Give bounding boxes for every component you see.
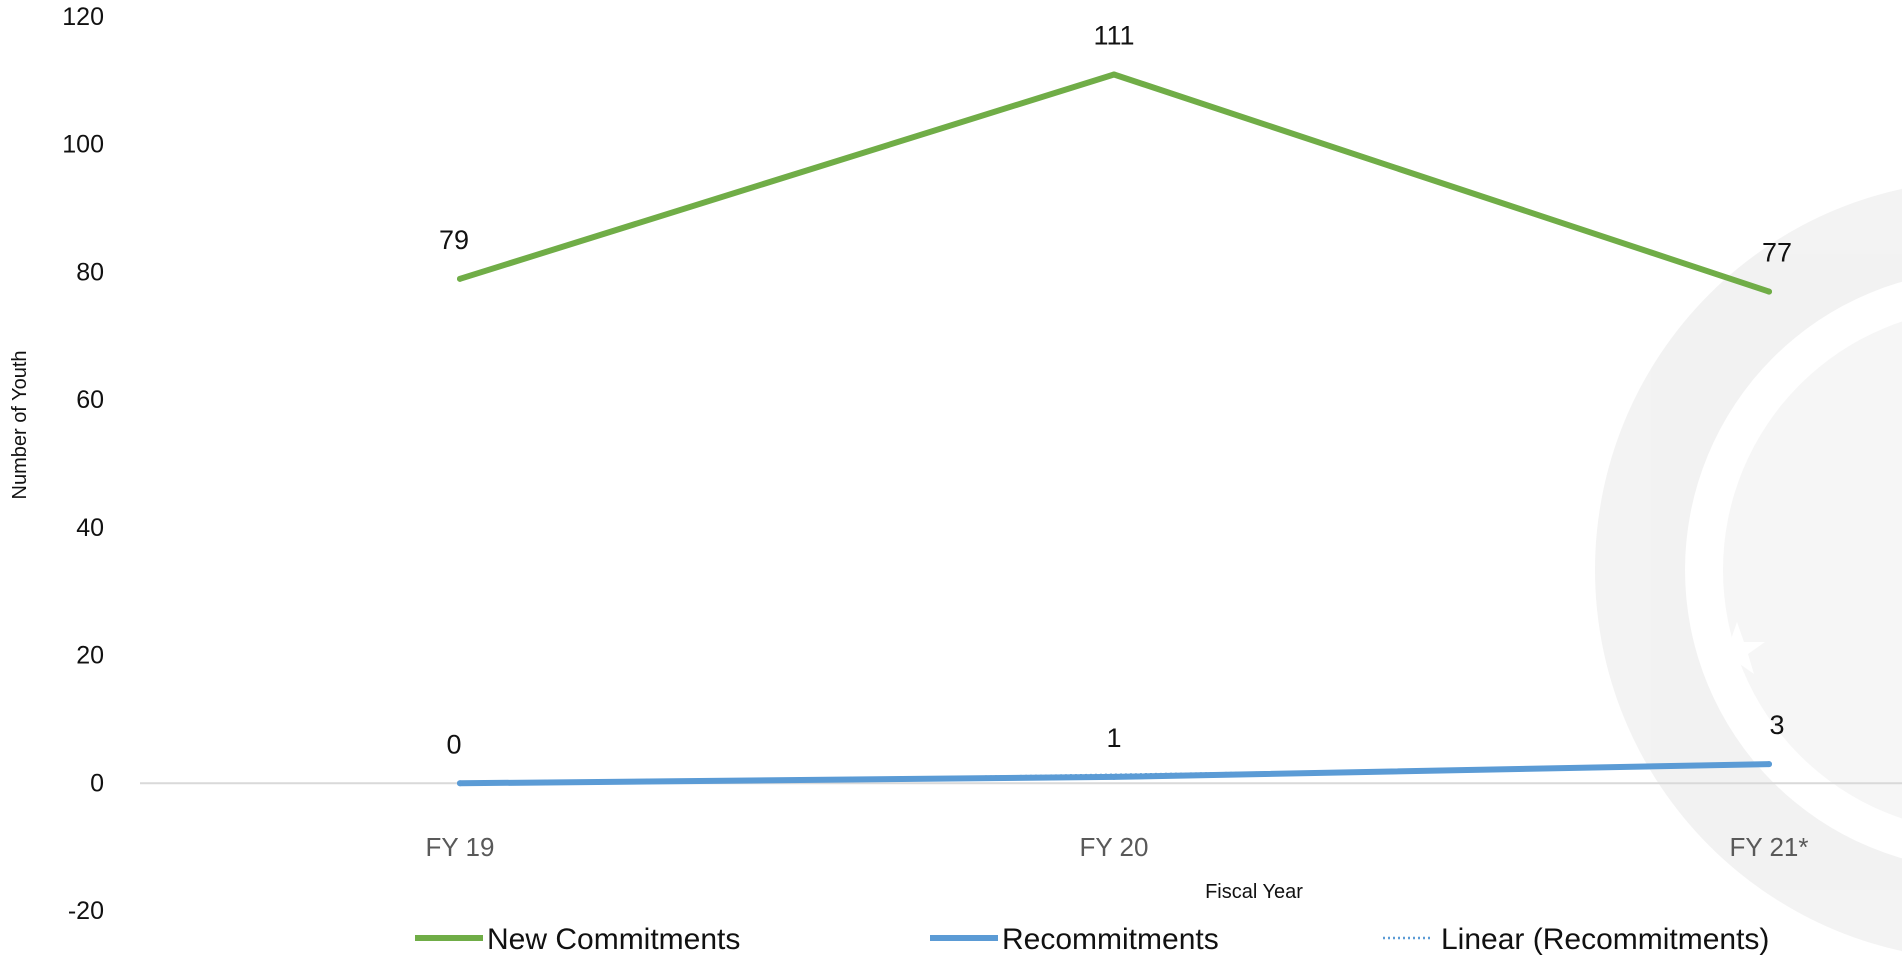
y-tick-label: 60: [76, 386, 104, 414]
legend: New Commitments Recommitments Linear (Reco…: [415, 923, 1769, 956]
y-tick-label: 100: [62, 131, 104, 159]
data-label-new-commitments: 77: [1762, 238, 1792, 268]
data-point-new-commitments: [1111, 71, 1117, 78]
data-label-recommitments: 0: [446, 729, 461, 759]
data-point-recommitments: [1111, 773, 1117, 780]
data-point-recommitments: [1766, 761, 1772, 768]
series-layer: [457, 71, 1772, 787]
y-tick-label: -20: [68, 897, 104, 925]
y-tick-label: 0: [90, 769, 104, 797]
legend-label: Linear (Recommitments): [1441, 923, 1769, 956]
data-label-new-commitments: 79: [439, 225, 469, 255]
legend-label: Recommitments: [1002, 923, 1219, 956]
seal-watermark: [1595, 188, 1902, 952]
y-tick-label: 20: [76, 642, 104, 670]
legend-item: Recommitments: [930, 923, 1219, 956]
series-line-recommitments: [457, 761, 1772, 787]
x-axis-title: Fiscal Year: [1205, 881, 1303, 903]
x-axis: FY 19 FY 20 FY 21*: [140, 782, 1902, 862]
y-tick-label: 40: [76, 514, 104, 542]
data-label-new-commitments: 111: [1093, 20, 1134, 50]
y-axis-title: Number of Youth: [9, 351, 31, 500]
data-point-recommitments: [457, 780, 463, 787]
x-tick-label: FY 21*: [1729, 832, 1808, 862]
series-line-new-commitments: [457, 71, 1772, 295]
y-tick-label: 80: [76, 258, 104, 286]
x-tick-label: FY 20: [1080, 832, 1149, 862]
data-label-layer: 79 111 77 0 1 3: [439, 20, 1792, 759]
y-axis: -20 0 20 40 60 80 100 120: [62, 3, 104, 925]
legend-label: New Commitments: [487, 923, 740, 956]
x-tick-label: FY 19: [426, 832, 495, 862]
legend-item: Linear (Recommitments): [1383, 923, 1769, 956]
star-icon: [1709, 622, 1765, 674]
data-label-recommitments: 1: [1106, 723, 1121, 753]
legend-item: New Commitments: [415, 923, 740, 956]
data-label-recommitments: 3: [1769, 710, 1784, 740]
data-point-new-commitments: [457, 275, 463, 282]
y-tick-label: 120: [62, 3, 104, 31]
data-point-new-commitments: [1766, 288, 1772, 295]
